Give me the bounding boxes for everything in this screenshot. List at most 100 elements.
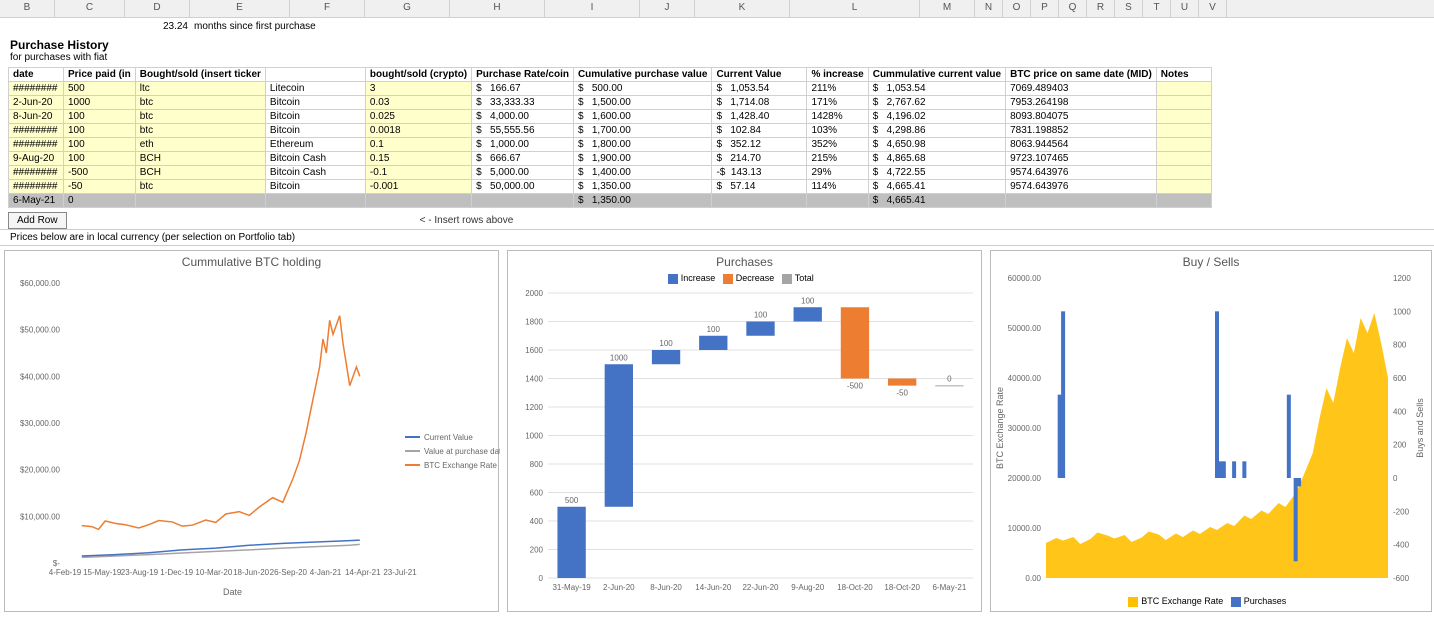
table-cell[interactable]: 100 [64, 110, 136, 124]
table-cell[interactable]: 0.15 [365, 152, 471, 166]
table-cell[interactable]: Bitcoin [265, 180, 365, 194]
table-header[interactable]: Cumulative purchase value [573, 68, 712, 82]
table-cell[interactable]: $ 352.12 [712, 138, 807, 152]
table-cell[interactable]: $ 102.84 [712, 124, 807, 138]
table-cell[interactable]: $ 500.00 [573, 82, 712, 96]
col-header[interactable]: F [290, 0, 365, 17]
table-row[interactable]: 9-Aug-20100BCHBitcoin Cash0.15$ 666.67$ … [9, 152, 1212, 166]
table-header[interactable]: Notes [1156, 68, 1211, 82]
table-cell[interactable]: 103% [807, 124, 868, 138]
col-header[interactable]: N [975, 0, 1003, 17]
table-row[interactable]: 8-Jun-20100btcBitcoin0.025$ 4,000.00$ 1,… [9, 110, 1212, 124]
table-row[interactable]: ########100ethEthereum0.1$ 1,000.00$ 1,8… [9, 138, 1212, 152]
table-cell[interactable]: 100 [64, 138, 136, 152]
col-header[interactable]: L [790, 0, 920, 17]
col-header[interactable]: B [0, 0, 55, 17]
table-cell[interactable]: $ 1,400.00 [573, 166, 712, 180]
table-header[interactable]: bought/sold (crypto) [365, 68, 471, 82]
col-header[interactable]: M [920, 0, 975, 17]
table-cell[interactable]: $ 1,428.40 [712, 110, 807, 124]
table-cell[interactable]: $ 1,600.00 [573, 110, 712, 124]
table-cell[interactable]: 8063.944564 [1006, 138, 1157, 152]
table-cell[interactable]: $ 1,053.54 [868, 82, 1005, 96]
table-cell[interactable]: ######## [9, 82, 64, 96]
table-cell[interactable]: 29% [807, 166, 868, 180]
col-header[interactable]: U [1171, 0, 1199, 17]
table-cell[interactable]: ltc [135, 82, 265, 96]
col-header[interactable]: T [1143, 0, 1171, 17]
table-cell[interactable]: $ 1,900.00 [573, 152, 712, 166]
table-cell[interactable]: 352% [807, 138, 868, 152]
table-cell[interactable]: -$ 143.13 [712, 166, 807, 180]
table-cell[interactable]: $ 4,298.86 [868, 124, 1005, 138]
table-cell[interactable]: 9574.643976 [1006, 166, 1157, 180]
table-cell[interactable]: btc [135, 124, 265, 138]
table-cell[interactable]: 0.025 [365, 110, 471, 124]
table-cell[interactable]: 171% [807, 96, 868, 110]
col-header[interactable]: J [640, 0, 695, 17]
table-cell[interactable] [1156, 124, 1211, 138]
col-header[interactable]: E [190, 0, 290, 17]
table-header[interactable]: Price paid (in [64, 68, 136, 82]
table-cell[interactable] [1156, 166, 1211, 180]
table-total-row[interactable]: 6-May-210$ 1,350.00$ 4,665.41 [9, 194, 1212, 208]
col-header[interactable]: O [1003, 0, 1031, 17]
table-cell[interactable]: 3 [365, 82, 471, 96]
col-header[interactable]: H [450, 0, 545, 17]
table-cell[interactable]: Bitcoin Cash [265, 152, 365, 166]
col-header[interactable]: I [545, 0, 640, 17]
table-cell[interactable]: $ 1,800.00 [573, 138, 712, 152]
table-cell[interactable]: ######## [9, 180, 64, 194]
table-cell[interactable]: $ 4,665.41 [868, 180, 1005, 194]
table-cell[interactable]: 7069.489403 [1006, 82, 1157, 96]
table-cell[interactable]: BCH [135, 152, 265, 166]
table-cell[interactable]: $ 33,333.33 [472, 96, 574, 110]
table-cell[interactable]: 8093.804075 [1006, 110, 1157, 124]
table-cell[interactable]: $ 1,500.00 [573, 96, 712, 110]
table-cell[interactable]: 9723.107465 [1006, 152, 1157, 166]
table-cell[interactable]: $ 4,196.02 [868, 110, 1005, 124]
table-cell[interactable]: ######## [9, 166, 64, 180]
table-cell[interactable]: eth [135, 138, 265, 152]
table-cell[interactable]: Bitcoin [265, 110, 365, 124]
table-cell[interactable]: $ 1,000.00 [472, 138, 574, 152]
table-header[interactable]: Current Value [712, 68, 807, 82]
table-cell[interactable]: $ 5,000.00 [472, 166, 574, 180]
table-cell[interactable]: $ 1,350.00 [573, 180, 712, 194]
table-cell[interactable]: 7831.198852 [1006, 124, 1157, 138]
table-cell[interactable]: BCH [135, 166, 265, 180]
table-cell[interactable]: 9574.643976 [1006, 180, 1157, 194]
table-cell[interactable]: $ 1,053.54 [712, 82, 807, 96]
table-header[interactable]: % increase [807, 68, 868, 82]
table-header[interactable]: Bought/sold (insert ticker [135, 68, 265, 82]
table-row[interactable]: ########-500BCHBitcoin Cash-0.1$ 5,000.0… [9, 166, 1212, 180]
table-cell[interactable]: $ 666.67 [472, 152, 574, 166]
table-cell[interactable] [1156, 138, 1211, 152]
table-cell[interactable]: -500 [64, 166, 136, 180]
table-cell[interactable]: $ 55,555.56 [472, 124, 574, 138]
table-cell[interactable]: $ 4,650.98 [868, 138, 1005, 152]
table-header[interactable] [265, 68, 365, 82]
table-cell[interactable]: 0.1 [365, 138, 471, 152]
table-cell[interactable]: 2-Jun-20 [9, 96, 64, 110]
table-row[interactable]: ########-50btcBitcoin-0.001$ 50,000.00$ … [9, 180, 1212, 194]
table-header[interactable]: Purchase Rate/coin [472, 68, 574, 82]
table-cell[interactable] [1156, 96, 1211, 110]
add-row-button[interactable]: Add Row [8, 212, 67, 229]
table-cell[interactable]: Bitcoin [265, 124, 365, 138]
table-cell[interactable]: $ 4,722.55 [868, 166, 1005, 180]
table-cell[interactable] [1156, 110, 1211, 124]
table-cell[interactable]: 1428% [807, 110, 868, 124]
table-cell[interactable]: ######## [9, 138, 64, 152]
col-header[interactable]: D [125, 0, 190, 17]
table-row[interactable]: 2-Jun-201000btcBitcoin0.03$ 33,333.33$ 1… [9, 96, 1212, 110]
table-header[interactable]: date [9, 68, 64, 82]
table-row[interactable]: ########100btcBitcoin0.0018$ 55,555.56$ … [9, 124, 1212, 138]
table-cell[interactable]: Ethereum [265, 138, 365, 152]
col-header[interactable]: R [1087, 0, 1115, 17]
col-header[interactable]: G [365, 0, 450, 17]
table-cell[interactable]: 8-Jun-20 [9, 110, 64, 124]
table-cell[interactable]: $ 4,000.00 [472, 110, 574, 124]
table-cell[interactable]: 215% [807, 152, 868, 166]
table-cell[interactable]: $ 50,000.00 [472, 180, 574, 194]
